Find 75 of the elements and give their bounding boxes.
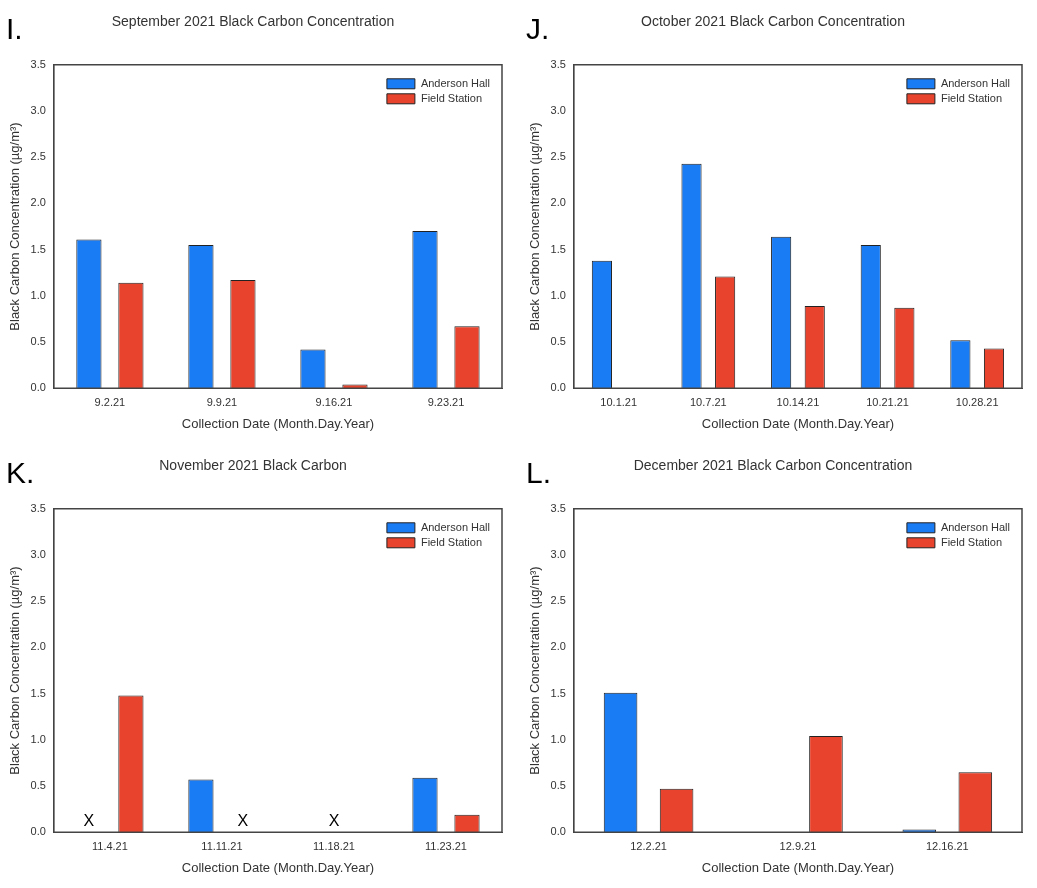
x-tick-label: 9.2.21 <box>94 395 126 408</box>
y-tick-label: 1.0 <box>30 288 46 301</box>
x-tick-label: 9.9.21 <box>206 395 238 408</box>
y-axis-title: Black Carbon Concentration (µg/m³) <box>527 566 543 775</box>
y-tick-label: 2.5 <box>30 150 46 163</box>
legend-label: Anderson Hall <box>420 520 490 533</box>
annotation: X <box>83 811 95 829</box>
y-tick-label: 3.0 <box>30 548 46 561</box>
y-tick-label: 0.0 <box>30 381 46 394</box>
y-axis-title: Black Carbon Concentration (µg/m³) <box>7 566 23 775</box>
y-tick-label: 3.5 <box>550 57 566 70</box>
y-tick-label: 3.5 <box>30 57 46 70</box>
x-tick-label: 11.23.21 <box>424 839 467 852</box>
x-axis-title: Collection Date (Month.Day.Year) <box>701 415 895 431</box>
y-tick-label: 1.0 <box>30 732 46 745</box>
x-axis-title: Collection Date (Month.Day.Year) <box>181 415 375 431</box>
x-axis-title: Collection Date (Month.Day.Year) <box>701 859 895 875</box>
legend-label: Anderson Hall <box>420 76 490 89</box>
annotation: X <box>328 811 340 829</box>
y-tick-label: 0.5 <box>550 779 566 792</box>
y-tick-label: 0.0 <box>550 825 566 838</box>
y-tick-label: 2.5 <box>30 594 46 607</box>
y-tick-label: 0.0 <box>30 825 46 838</box>
y-tick-label: 2.5 <box>550 594 566 607</box>
x-tick-label: 10.28.21 <box>955 395 999 408</box>
legend-label: Field Station <box>420 535 483 548</box>
text: I. <box>6 12 23 46</box>
y-axis-title: Black Carbon Concentration (µg/m³) <box>527 122 543 331</box>
chart-title: October 2021 Black Carbon Concentration <box>641 13 905 30</box>
chart-title: December 2021 Black Carbon Concentration <box>633 457 913 474</box>
legend-label: Anderson Hall <box>940 76 1010 89</box>
y-tick-label: 0.5 <box>550 335 566 348</box>
x-tick-label: 10.21.21 <box>866 395 909 408</box>
y-tick-label: 3.0 <box>550 104 566 117</box>
chart-title: November 2021 Black Carbon <box>159 457 347 474</box>
y-axis-title: Black Carbon Concentration (µg/m³) <box>7 122 23 331</box>
x-tick-label: 12.16.21 <box>925 839 969 852</box>
y-tick-label: 1.5 <box>550 686 566 699</box>
legend-label: Anderson Hall <box>940 520 1010 533</box>
y-tick-label: 2.0 <box>30 640 46 653</box>
y-tick-label: 3.0 <box>30 104 46 117</box>
text: J. <box>526 12 550 46</box>
y-tick-label: 1.5 <box>550 242 566 255</box>
text: L. <box>526 456 552 490</box>
y-tick-label: 0.0 <box>550 381 566 394</box>
legend-label: Field Station <box>940 535 1003 548</box>
y-tick-label: 2.5 <box>550 150 566 163</box>
x-tick-label: 11.18.21 <box>312 839 355 852</box>
y-tick-label: 2.0 <box>550 196 566 209</box>
legend-label: Field Station <box>420 91 483 104</box>
x-tick-label: 10.1.21 <box>600 395 638 408</box>
legend-label: Field Station <box>940 91 1003 104</box>
x-tick-label: 10.14.21 <box>776 395 820 408</box>
text: K. <box>6 456 35 490</box>
y-tick-label: 3.0 <box>550 548 566 561</box>
y-tick-label: 3.5 <box>550 501 566 514</box>
y-tick-label: 0.5 <box>30 335 46 348</box>
y-tick-label: 1.5 <box>30 242 46 255</box>
x-tick-label: 9.23.21 <box>427 395 465 408</box>
y-tick-label: 0.5 <box>30 779 46 792</box>
y-tick-label: 3.5 <box>30 501 46 514</box>
y-tick-label: 2.0 <box>550 640 566 653</box>
x-tick-label: 11.4.21 <box>91 839 128 852</box>
x-tick-label: 11.11.21 <box>201 839 243 852</box>
y-tick-label: 1.5 <box>30 686 46 699</box>
y-tick-label: 1.0 <box>550 732 566 745</box>
annotation: X <box>237 811 249 829</box>
x-axis-title: Collection Date (Month.Day.Year) <box>181 859 375 875</box>
y-tick-label: 2.0 <box>30 196 46 209</box>
x-tick-label: 12.9.21 <box>779 839 817 852</box>
x-tick-label: 12.2.21 <box>630 839 667 852</box>
x-tick-label: 10.7.21 <box>689 395 727 408</box>
y-tick-label: 1.0 <box>550 288 566 301</box>
x-tick-label: 9.16.21 <box>315 395 353 408</box>
chart-title: September 2021 Black Carbon Concentration <box>111 13 395 30</box>
